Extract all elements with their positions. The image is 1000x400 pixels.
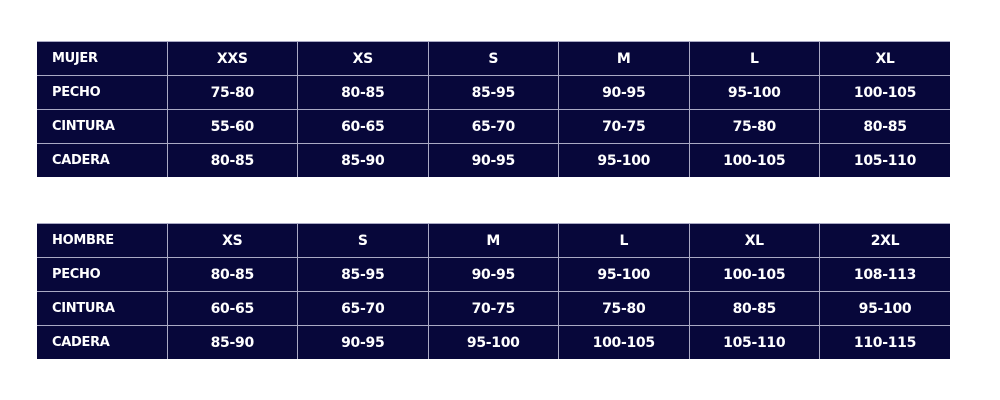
size-header: S bbox=[427, 41, 559, 76]
table-row: CINTURA 60-65 65-70 70-75 75-80 80-85 95-100 bbox=[37, 291, 950, 326]
measurement-value: 95-100 bbox=[558, 257, 690, 292]
measurement-value: 75-80 bbox=[558, 291, 690, 326]
measurement-label: CADERA bbox=[37, 325, 168, 359]
measurement-value: 110-115 bbox=[819, 325, 950, 359]
header-row: HOMBRE XS S M L XL 2XL bbox=[37, 223, 950, 258]
measurement-value: 100-105 bbox=[688, 143, 820, 177]
measurement-label: CINTURA bbox=[37, 291, 168, 326]
measurement-label: CADERA bbox=[37, 143, 168, 177]
size-header: M bbox=[427, 223, 559, 258]
men-size-table: HOMBRE XS S M L XL 2XL PECHO 80-85 85-95 90-95 95-1… bbox=[37, 223, 950, 359]
measurement-value: 90-95 bbox=[427, 257, 559, 292]
measurement-value: 60-65 bbox=[166, 291, 298, 326]
measurement-value: 60-65 bbox=[297, 109, 429, 144]
measurement-value: 100-105 bbox=[558, 325, 690, 359]
measurement-value: 95-100 bbox=[688, 75, 820, 110]
measurement-value: 105-110 bbox=[819, 143, 950, 177]
measurement-value: 55-60 bbox=[166, 109, 298, 144]
table-row: CADERA 80-85 85-90 90-95 95-100 100-105 105-11… bbox=[37, 143, 950, 177]
size-header: XS bbox=[297, 41, 429, 76]
measurement-value: 75-80 bbox=[166, 75, 298, 110]
measurement-value: 80-85 bbox=[688, 291, 820, 326]
table-title: MUJER bbox=[37, 41, 168, 76]
women-size-table: MUJER XXS XS S M L XL PECHO 75-80 80-85 85-95 90-95… bbox=[37, 41, 950, 177]
size-header: XL bbox=[819, 41, 950, 76]
measurement-value: 75-80 bbox=[688, 109, 820, 144]
table-title: HOMBRE bbox=[37, 223, 168, 258]
measurement-value: 100-105 bbox=[688, 257, 820, 292]
measurement-value: 95-100 bbox=[819, 291, 950, 326]
measurement-value: 100-105 bbox=[819, 75, 950, 110]
size-header: S bbox=[297, 223, 429, 258]
measurement-value: 95-100 bbox=[558, 143, 690, 177]
measurement-value: 95-100 bbox=[427, 325, 559, 359]
measurement-value: 80-85 bbox=[166, 257, 298, 292]
table-row: CADERA 85-90 90-95 95-100 100-105 105-110 110-… bbox=[37, 325, 950, 359]
size-header: M bbox=[558, 41, 690, 76]
measurement-label: PECHO bbox=[37, 75, 168, 110]
table-row: PECHO 80-85 85-95 90-95 95-100 100-105 108-113 bbox=[37, 257, 950, 292]
size-header: XL bbox=[688, 223, 820, 258]
measurement-value: 90-95 bbox=[427, 143, 559, 177]
measurement-value: 108-113 bbox=[819, 257, 950, 292]
measurement-value: 80-85 bbox=[819, 109, 950, 144]
measurement-value: 85-95 bbox=[297, 257, 429, 292]
measurement-value: 70-75 bbox=[558, 109, 690, 144]
measurement-value: 80-85 bbox=[166, 143, 298, 177]
size-header: 2XL bbox=[819, 223, 950, 258]
size-header: L bbox=[688, 41, 820, 76]
measurement-value: 85-90 bbox=[166, 325, 298, 359]
size-header: L bbox=[558, 223, 690, 258]
table-row: CINTURA 55-60 60-65 65-70 70-75 75-80 80-85 bbox=[37, 109, 950, 144]
measurement-value: 105-110 bbox=[688, 325, 820, 359]
measurement-label: PECHO bbox=[37, 257, 168, 292]
measurement-value: 65-70 bbox=[297, 291, 429, 326]
header-row: MUJER XXS XS S M L XL bbox=[37, 41, 950, 76]
measurement-value: 85-90 bbox=[297, 143, 429, 177]
measurement-value: 65-70 bbox=[427, 109, 559, 144]
measurement-value: 85-95 bbox=[427, 75, 559, 110]
table-row: PECHO 75-80 80-85 85-95 90-95 95-100 100-105 bbox=[37, 75, 950, 110]
measurement-value: 90-95 bbox=[297, 325, 429, 359]
size-header: XXS bbox=[166, 41, 298, 76]
measurement-value: 90-95 bbox=[558, 75, 690, 110]
measurement-value: 80-85 bbox=[297, 75, 429, 110]
measurement-value: 70-75 bbox=[427, 291, 559, 326]
size-header: XS bbox=[166, 223, 298, 258]
measurement-label: CINTURA bbox=[37, 109, 168, 144]
